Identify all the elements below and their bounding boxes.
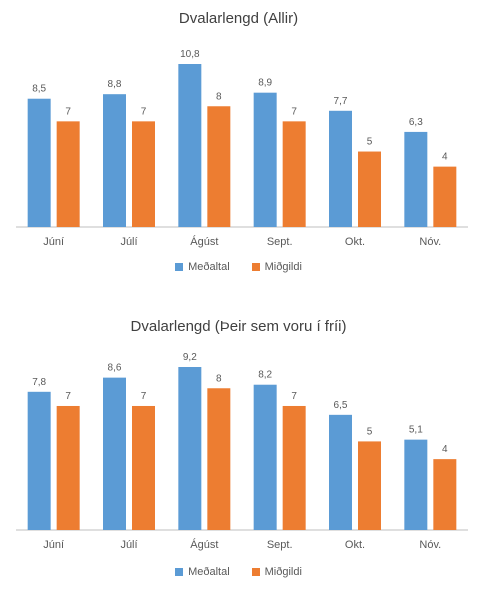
data-label-mean-1: 8,8 — [108, 79, 122, 90]
chart-legend: Meðaltal Miðgildi — [0, 566, 477, 578]
data-label-median-1: 7 — [141, 106, 147, 117]
legend-label-mean: Meðaltal — [188, 261, 230, 273]
bar-mean-5 — [404, 131, 428, 227]
data-label-mean-4: 7,7 — [334, 96, 348, 107]
data-label-median-0: 7 — [65, 106, 71, 117]
data-label-median-3: 7 — [291, 106, 297, 117]
bar-mean-0 — [27, 98, 51, 228]
data-label-median-0: 7 — [65, 391, 71, 402]
category-label-5: Nóv. — [419, 236, 441, 248]
bar-chart-plot: 7,8 7 Júní 8,6 7 Júlí 9,2 8 Ágúst 8,2 7 Sept. 6,5 5 Ok… — [16, 352, 468, 551]
data-label-median-2: 8 — [216, 91, 222, 102]
legend-swatch-mean — [175, 263, 184, 271]
chart-dvalarlengd-allir: Dvalarlengd (Allir) 8,5 7 Júní 8,8 7 Júlí 10,8… — [0, 0, 477, 290]
data-label-median-5: 4 — [442, 444, 448, 455]
data-label-median-4: 5 — [367, 137, 373, 148]
bar-median-1 — [132, 405, 155, 530]
bar-mean-2 — [178, 367, 202, 530]
bar-mean-3 — [253, 384, 277, 530]
legend-label-median: Miðgildi — [264, 566, 302, 578]
data-label-median-3: 7 — [291, 391, 297, 402]
bar-median-4 — [358, 151, 381, 227]
bar-median-4 — [358, 441, 381, 530]
data-label-mean-0: 7,8 — [32, 377, 46, 388]
bar-median-3 — [282, 121, 306, 227]
bar-mean-2 — [178, 64, 202, 227]
category-label-5: Nóv. — [419, 539, 441, 551]
data-label-mean-4: 6,5 — [334, 400, 348, 411]
bar-median-0 — [56, 405, 80, 530]
data-label-mean-3: 8,2 — [258, 370, 272, 381]
bar-median-0 — [56, 121, 80, 227]
category-label-2: Ágúst — [190, 538, 218, 551]
bar-chart-plot: 8,5 7 Júní 8,8 7 Júlí 10,8 8 Ágúst 8,9 7 Sept. 7,7 5 O… — [16, 49, 468, 248]
bar-mean-1 — [103, 94, 126, 228]
bar-mean-4 — [329, 414, 352, 530]
chart-legend: Meðaltal Miðgildi — [0, 261, 477, 273]
bar-median-5 — [433, 166, 457, 227]
category-label-3: Sept. — [267, 539, 293, 551]
category-label-4: Okt. — [345, 539, 365, 551]
bar-median-5 — [433, 459, 457, 530]
bar-mean-1 — [103, 377, 126, 530]
legend-item-median: Miðgildi — [251, 566, 302, 578]
data-label-mean-0: 8,5 — [32, 84, 46, 95]
legend-label-mean: Meðaltal — [188, 566, 230, 578]
category-label-4: Okt. — [345, 236, 365, 248]
data-label-mean-5: 6,3 — [409, 117, 423, 128]
bar-median-1 — [132, 121, 155, 227]
data-label-median-4: 5 — [367, 426, 373, 437]
legend-swatch-mean — [175, 568, 184, 576]
chart-dvalarlengd-fri: Dvalarlengd (Þeir sem voru í fríi) 7,8 7 J… — [0, 310, 477, 589]
legend-swatch-median — [251, 568, 260, 576]
category-label-1: Júlí — [120, 539, 137, 551]
legend-item-mean: Meðaltal — [175, 261, 230, 273]
data-label-mean-1: 8,6 — [108, 363, 122, 374]
data-label-median-1: 7 — [141, 391, 147, 402]
chart-title: Dvalarlengd (Þeir sem voru í fríi) — [130, 318, 347, 335]
legend-item-median: Miðgildi — [251, 261, 302, 273]
category-label-0: Júní — [43, 236, 64, 248]
bar-median-2 — [207, 106, 231, 227]
bar-median-2 — [207, 388, 231, 530]
bar-mean-0 — [27, 391, 51, 530]
data-label-median-2: 8 — [216, 373, 222, 384]
data-label-mean-2: 10,8 — [180, 49, 200, 60]
data-label-median-5: 4 — [442, 152, 448, 163]
legend-swatch-median — [251, 263, 260, 271]
chart-title: Dvalarlengd (Allir) — [178, 10, 299, 27]
category-label-2: Ágúst — [190, 235, 218, 248]
legend-label-median: Miðgildi — [264, 261, 302, 273]
data-label-mean-3: 8,9 — [258, 78, 272, 89]
category-label-1: Júlí — [120, 236, 137, 248]
bar-median-3 — [282, 405, 306, 530]
category-label-3: Sept. — [267, 236, 293, 248]
bar-mean-3 — [253, 92, 277, 227]
data-label-mean-2: 9,2 — [183, 352, 197, 363]
legend-item-mean: Meðaltal — [175, 566, 230, 578]
data-label-mean-5: 5,1 — [409, 425, 423, 436]
category-label-0: Júní — [43, 539, 64, 551]
bar-mean-5 — [404, 439, 428, 530]
bar-mean-4 — [329, 110, 352, 227]
